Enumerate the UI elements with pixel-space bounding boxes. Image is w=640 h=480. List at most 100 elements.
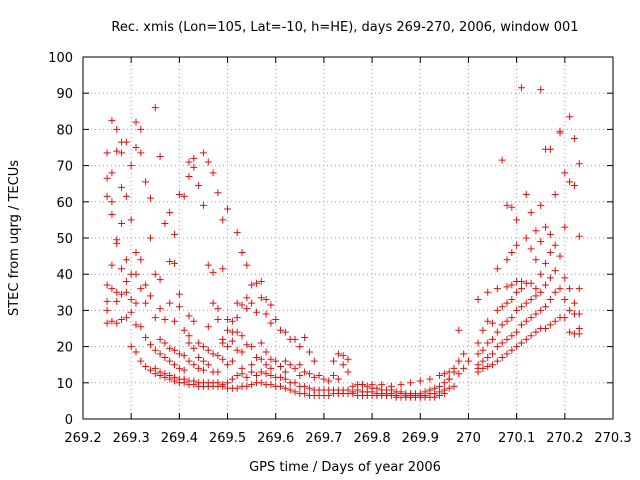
data-point bbox=[185, 312, 193, 320]
data-point bbox=[445, 375, 453, 383]
data-point bbox=[431, 390, 439, 398]
y-tick-labels: 0 10 20 30 40 50 60 70 80 90 100 bbox=[48, 51, 73, 428]
data-point bbox=[267, 301, 275, 309]
data-point bbox=[161, 353, 169, 361]
data-point bbox=[103, 192, 111, 200]
data-point bbox=[180, 352, 188, 360]
data-point bbox=[180, 326, 188, 334]
data-point bbox=[537, 86, 545, 94]
data-point bbox=[474, 339, 482, 347]
x-tick-label: 270.1 bbox=[498, 431, 535, 446]
data-point bbox=[248, 299, 256, 307]
data-point bbox=[122, 288, 130, 296]
data-point bbox=[127, 296, 135, 304]
y-tick-label: 30 bbox=[56, 304, 73, 319]
data-point bbox=[551, 267, 559, 275]
data-point bbox=[233, 299, 241, 307]
data-point bbox=[137, 256, 145, 264]
data-point bbox=[118, 315, 126, 323]
x-tick-labels: 269.2 269.3 269.4 269.5 269.6 269.7 269.8 269.9… bbox=[64, 431, 631, 446]
data-point bbox=[493, 306, 501, 314]
data-point bbox=[171, 373, 179, 381]
data-point bbox=[556, 129, 564, 137]
data-point bbox=[156, 153, 164, 161]
data-point bbox=[561, 274, 569, 282]
data-point bbox=[503, 317, 511, 325]
x-tick-label: 269.5 bbox=[209, 431, 246, 446]
data-point bbox=[407, 379, 415, 387]
data-point bbox=[122, 277, 130, 285]
data-point bbox=[252, 308, 260, 316]
data-point bbox=[522, 317, 530, 325]
data-point bbox=[325, 377, 333, 385]
data-point bbox=[113, 147, 121, 155]
data-point bbox=[498, 321, 506, 329]
data-point bbox=[156, 350, 164, 358]
data-point bbox=[508, 332, 516, 340]
data-point bbox=[575, 325, 583, 332]
data-point bbox=[484, 317, 492, 325]
data-point bbox=[305, 370, 313, 378]
data-point bbox=[522, 191, 530, 199]
data-point bbox=[493, 265, 501, 273]
data-point bbox=[272, 357, 280, 365]
data-point bbox=[503, 350, 511, 358]
data-point bbox=[498, 353, 506, 361]
data-point bbox=[537, 288, 545, 296]
x-tick-label: 269.4 bbox=[161, 431, 198, 446]
data-point bbox=[257, 277, 265, 285]
data-point bbox=[113, 297, 121, 305]
data-point bbox=[513, 306, 521, 314]
y-tick-label: 20 bbox=[56, 341, 73, 356]
data-point bbox=[224, 379, 232, 387]
data-point bbox=[575, 232, 583, 240]
data-point bbox=[474, 296, 482, 304]
y-tick-label: 90 bbox=[56, 87, 73, 102]
data-point bbox=[132, 144, 140, 151]
data-point bbox=[421, 391, 429, 399]
data-point bbox=[479, 326, 487, 334]
data-point bbox=[219, 381, 227, 389]
data-point bbox=[440, 370, 448, 378]
data-point bbox=[204, 361, 212, 369]
data-point bbox=[546, 248, 554, 256]
data-point bbox=[296, 361, 304, 369]
data-point bbox=[503, 256, 511, 264]
data-point bbox=[513, 288, 521, 296]
data-point bbox=[455, 357, 463, 365]
data-point bbox=[315, 372, 323, 380]
data-point bbox=[137, 357, 145, 365]
data-points bbox=[103, 84, 583, 401]
data-point bbox=[224, 315, 232, 323]
x-tick-label: 269.8 bbox=[353, 431, 390, 446]
data-point bbox=[542, 303, 550, 311]
data-point bbox=[214, 315, 222, 323]
data-point bbox=[508, 296, 516, 304]
data-point bbox=[233, 384, 241, 392]
data-point bbox=[532, 292, 540, 300]
data-point bbox=[252, 353, 260, 361]
data-point bbox=[252, 372, 260, 380]
data-point bbox=[277, 382, 285, 390]
data-point bbox=[243, 261, 251, 269]
data-point bbox=[551, 191, 559, 199]
data-point bbox=[387, 390, 395, 398]
data-point bbox=[108, 198, 116, 206]
data-point bbox=[392, 391, 400, 399]
data-point bbox=[532, 328, 540, 336]
data-point bbox=[281, 357, 289, 365]
data-point bbox=[489, 319, 497, 327]
data-point bbox=[199, 149, 207, 157]
data-point bbox=[464, 357, 472, 365]
data-point bbox=[103, 297, 111, 305]
data-point bbox=[484, 288, 492, 296]
data-point bbox=[171, 230, 179, 238]
data-point bbox=[551, 241, 559, 249]
data-point bbox=[195, 339, 203, 347]
data-point bbox=[474, 350, 482, 358]
data-point bbox=[301, 334, 309, 342]
data-point bbox=[455, 326, 463, 334]
grid-lines bbox=[83, 57, 613, 419]
data-point bbox=[436, 388, 444, 396]
data-point bbox=[267, 372, 275, 380]
